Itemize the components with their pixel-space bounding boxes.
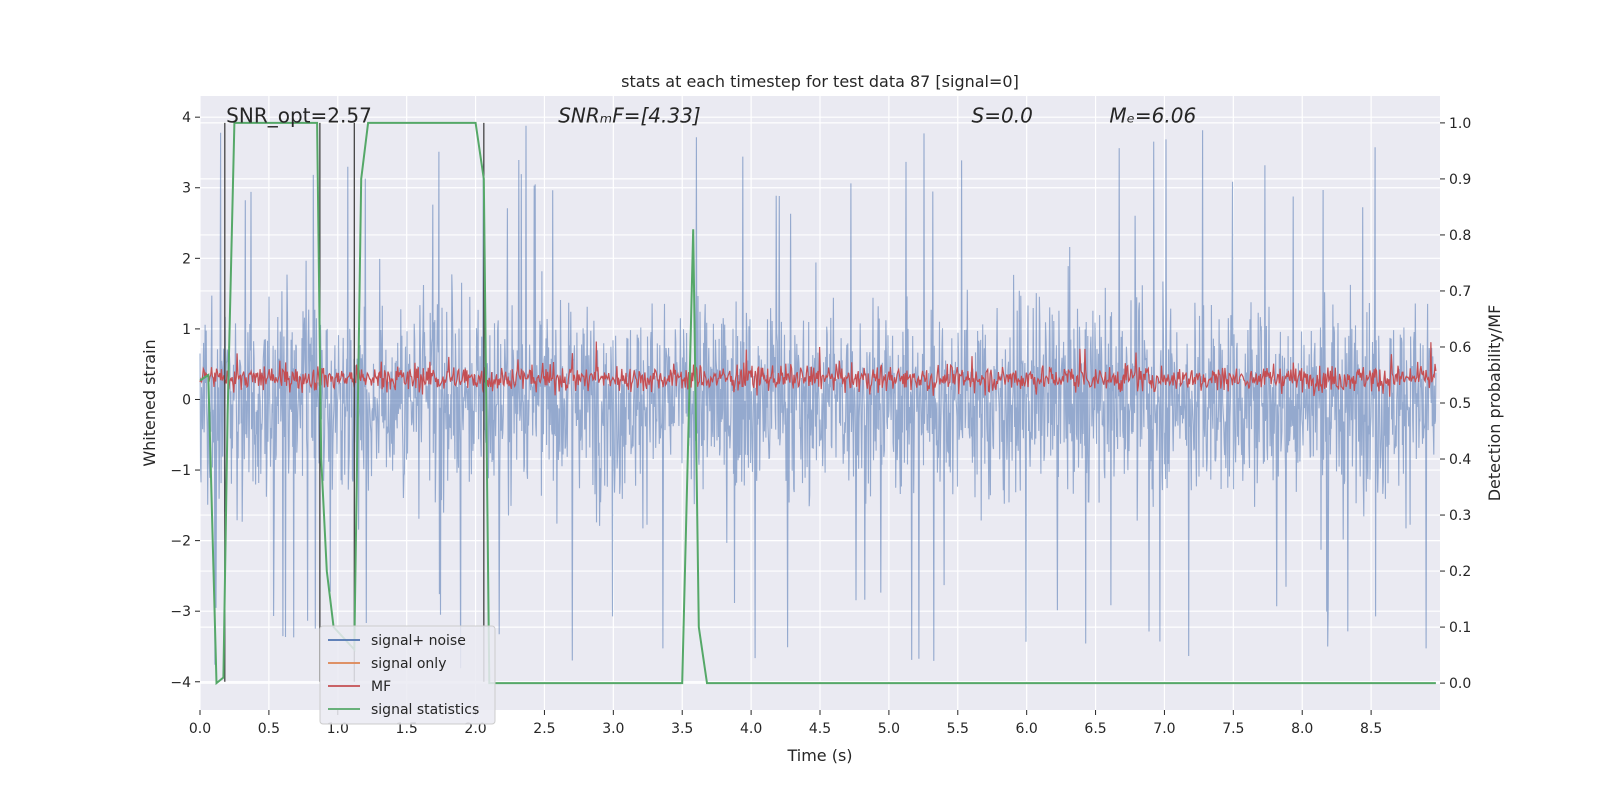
x-tick-label: 3.5	[671, 721, 693, 737]
x-tick-label: 7.5	[1222, 721, 1244, 737]
x-tick-label: 8.5	[1360, 721, 1382, 737]
x-axis-label: Time (s)	[786, 746, 852, 765]
y-tick-label: −4	[170, 675, 191, 691]
y-tick-label: 1	[182, 322, 191, 338]
annotation: SNR_opt=2.57	[226, 104, 372, 128]
signal-statistics-line	[199, 121, 1436, 686]
x-tick-label: 0.5	[258, 721, 280, 737]
y-axis-ticks: 4 3 2 1 0 −1 −2 −3 −4	[170, 110, 200, 691]
y-tick-label: −2	[170, 534, 191, 550]
horizontal-gridlines	[200, 116, 1440, 683]
y-right-tick-label: 1.0	[1449, 116, 1471, 132]
x-tick-label: 4.5	[809, 721, 831, 737]
y-right-tick-label: 0.4	[1449, 452, 1471, 468]
y-tick-label: −3	[170, 604, 191, 620]
x-tick-label: 7.0	[1153, 721, 1175, 737]
y-right-axis-label: Detection probability/MF	[1485, 305, 1504, 502]
x-tick-label: 6.5	[1084, 721, 1106, 737]
y-tick-label: −1	[170, 463, 191, 479]
x-tick-label: 1.5	[396, 721, 418, 737]
y-right-tick-label: 0.6	[1449, 340, 1471, 356]
x-tick-label: 6.0	[1016, 721, 1038, 737]
annotation: S=0.0	[972, 104, 1033, 128]
legend-label: signal statistics	[371, 702, 479, 718]
y-tick-label: 2	[182, 251, 191, 267]
y-tick-label: 3	[182, 181, 191, 197]
annotations: SNR_opt=2.57 SNRₘF=[4.33] S=0.0 Mₑ=6.06	[226, 104, 1196, 128]
x-tick-label: 0.0	[189, 721, 211, 737]
signal-statistics-series	[199, 121, 1436, 686]
legend-label: MF	[371, 679, 391, 695]
x-tick-label: 5.5	[947, 721, 969, 737]
signal-noise-line	[199, 125, 1437, 669]
y-right-tick-label: 0.2	[1449, 564, 1471, 580]
legend-label: signal only	[371, 656, 446, 672]
x-tick-label: 5.0	[878, 721, 900, 737]
x-tick-label: 3.0	[602, 721, 624, 737]
legend-box	[319, 625, 496, 725]
y-right-tick-label: 0.9	[1449, 172, 1471, 188]
y-right-axis-ticks: 1.0 0.9 0.8 0.7 0.6 0.5 0.4 0.3 0.2 0.1 0.0	[1440, 116, 1471, 692]
y-right-tick-label: 0.5	[1449, 396, 1471, 412]
annotation: SNRₘF=[4.33]	[558, 104, 700, 128]
mf-line	[199, 341, 1437, 397]
y-right-tick-label: 0.0	[1449, 676, 1471, 692]
legend-label: signal+ noise	[371, 633, 466, 649]
x-axis-ticks: 0.0 0.5 1.0 1.5 2.0 2.5 3.0 3.5 4.0 4.5 5.0 5.5 6.0 6…	[189, 710, 1382, 737]
x-tick-label: 1.0	[327, 721, 349, 737]
y-tick-label: 0	[182, 392, 191, 408]
y-right-tick-label: 0.7	[1449, 284, 1471, 300]
signal-noise-series	[199, 125, 1437, 669]
y-axis-label: Whitened strain	[140, 339, 159, 466]
mf-series	[199, 341, 1437, 397]
legend: signal+ noise signal only MF signal statist…	[319, 625, 496, 725]
y-tick-label: 4	[182, 110, 191, 126]
x-tick-label: 4.0	[740, 721, 762, 737]
x-tick-label: 2.5	[533, 721, 555, 737]
y-right-tick-label: 0.3	[1449, 508, 1471, 524]
x-tick-label: 2.0	[464, 721, 486, 737]
y-right-tick-label: 0.8	[1449, 228, 1471, 244]
annotation: Mₑ=6.06	[1109, 104, 1196, 128]
chart-title: stats at each timestep for test data 87 …	[621, 72, 1019, 91]
x-tick-label: 8.0	[1291, 721, 1313, 737]
y-right-tick-label: 0.1	[1449, 620, 1471, 636]
